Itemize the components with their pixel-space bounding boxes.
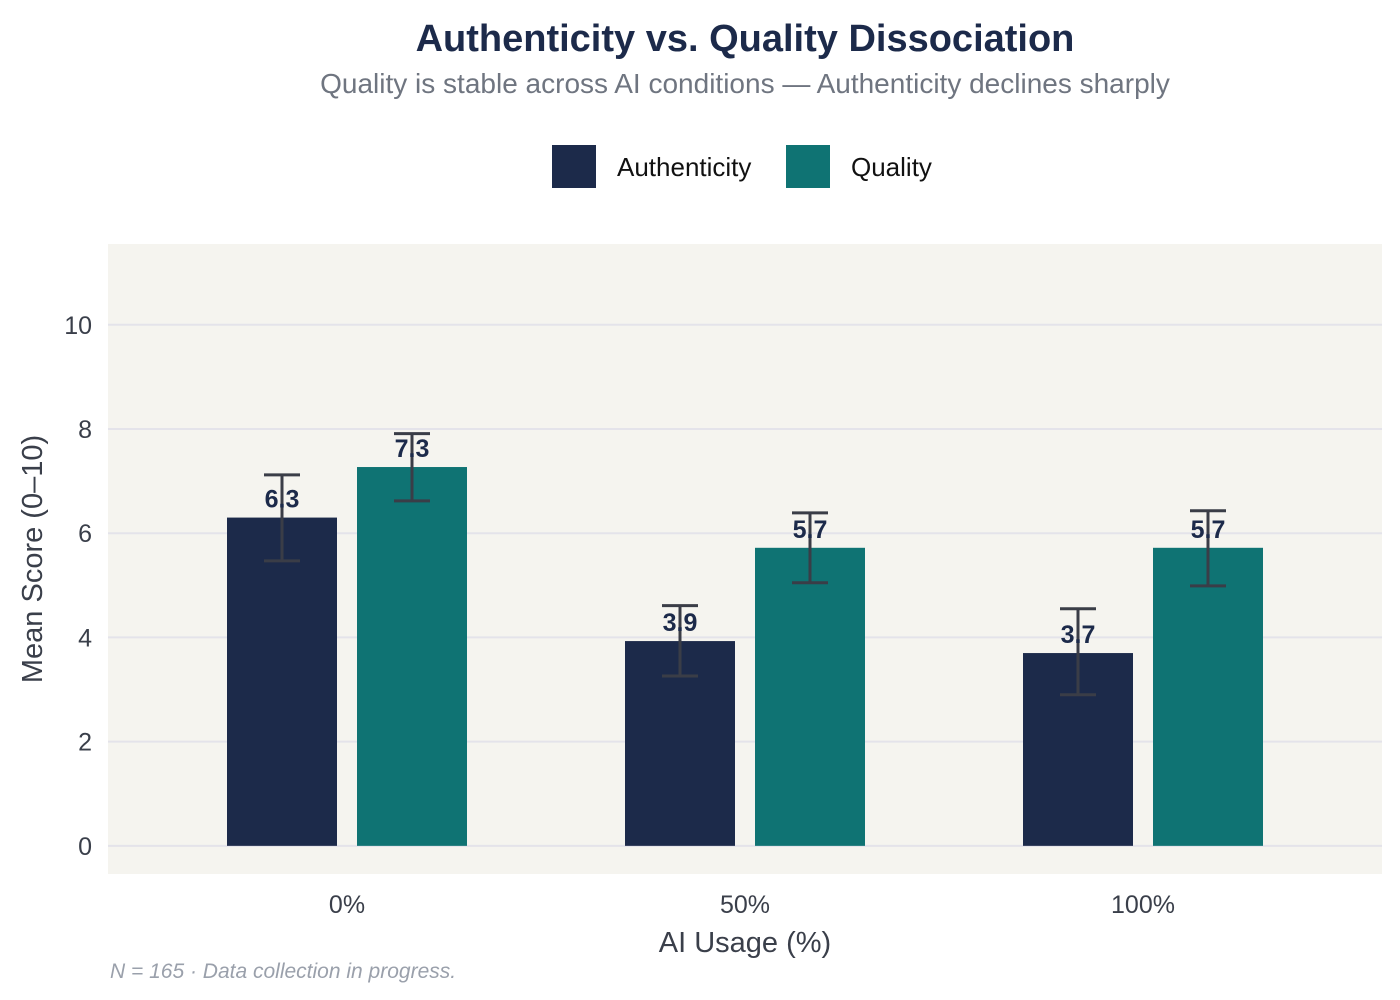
data-label: 7.3	[395, 435, 430, 463]
bar-quality	[1153, 547, 1263, 846]
chart-title: Authenticity vs. Quality Dissociation	[415, 18, 1075, 60]
data-label: 5.7	[793, 516, 828, 544]
y-tick-label: 2	[78, 729, 92, 757]
x-tick-label: 50%	[720, 891, 770, 919]
y-tick-label: 0	[78, 833, 92, 861]
legend-swatch-quality	[786, 145, 830, 188]
x-tick-label: 100%	[1111, 891, 1175, 919]
y-tick-label: 8	[78, 416, 92, 444]
y-axis-label: Mean Score (0–10)	[17, 435, 49, 683]
footnote: N = 165 · Data collection in progress.	[110, 960, 457, 983]
bar-authenticity	[227, 517, 337, 846]
data-label: 3.7	[1061, 621, 1096, 649]
legend-label: Authenticity	[617, 152, 751, 182]
y-tick-label: 6	[78, 520, 92, 548]
y-tick-label: 4	[78, 624, 92, 652]
y-tick-label: 10	[64, 312, 92, 340]
data-label: 3.9	[663, 609, 698, 637]
legend-label: Quality	[851, 152, 932, 182]
bar-quality	[357, 467, 467, 846]
legend-swatch-authenticity	[552, 145, 596, 188]
x-axis-label: AI Usage (%)	[659, 927, 831, 959]
chart-subtitle: Quality is stable across AI conditions —…	[320, 68, 1170, 99]
bar-quality	[755, 547, 865, 846]
x-tick-label: 0%	[329, 891, 365, 919]
data-label: 6.3	[265, 486, 300, 514]
data-label: 5.7	[1191, 516, 1226, 544]
